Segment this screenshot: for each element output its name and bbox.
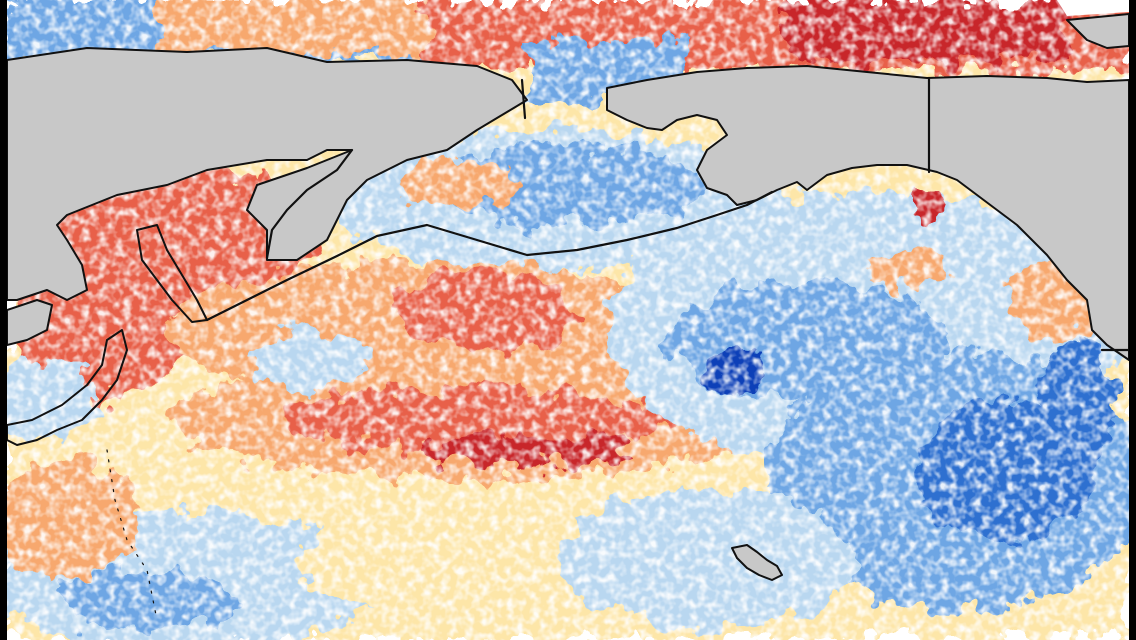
- letterbox-right: [1129, 0, 1136, 640]
- kamchatka-coast: [265, 148, 354, 260]
- land-asia-russia: [7, 47, 528, 301]
- land-hawaii: [731, 544, 783, 581]
- aleutian-chain: [205, 190, 774, 322]
- sst-anomaly-map[interactable]: [7, 0, 1129, 640]
- land-alaska-canada: [606, 65, 1129, 361]
- russia-alaska-strait: [520, 78, 527, 120]
- land-north-cap: [1057, 0, 1129, 16]
- land-hokkaido-japan: [7, 299, 53, 346]
- dateline-dots: [106, 449, 158, 621]
- letterbox-left: [0, 0, 7, 640]
- coastline-lines: [106, 76, 1129, 621]
- land-canada-arctic: [1066, 13, 1129, 49]
- land-masses: [7, 0, 1129, 581]
- land-japan-islands: [7, 329, 128, 446]
